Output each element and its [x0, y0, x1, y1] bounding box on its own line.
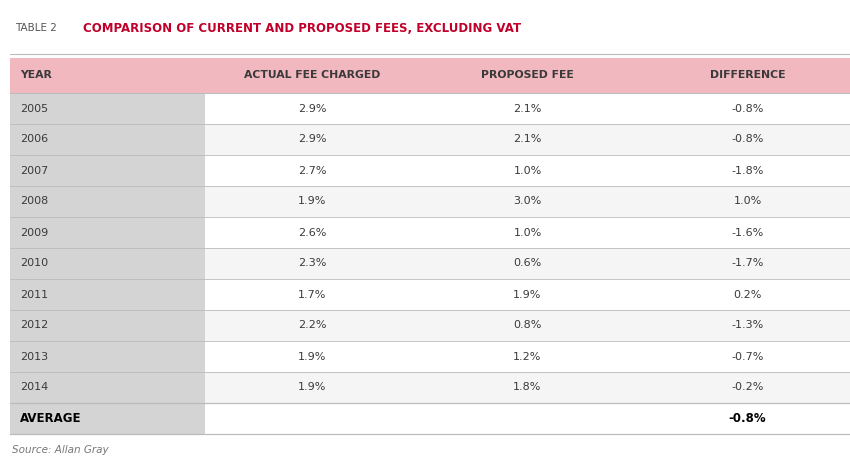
Text: 1.0%: 1.0%: [513, 228, 541, 238]
Bar: [635, 155, 850, 186]
Text: 2013: 2013: [20, 351, 48, 361]
Bar: [635, 403, 850, 434]
Text: 1.7%: 1.7%: [298, 289, 326, 299]
Bar: [420, 124, 635, 155]
Text: COMPARISON OF CURRENT AND PROPOSED FEES, EXCLUDING VAT: COMPARISON OF CURRENT AND PROPOSED FEES,…: [83, 21, 521, 34]
Text: 3.0%: 3.0%: [513, 197, 541, 207]
Bar: [420, 58, 635, 93]
Text: 2008: 2008: [20, 197, 48, 207]
Bar: [205, 403, 420, 434]
Text: 2.6%: 2.6%: [298, 228, 326, 238]
Bar: [205, 341, 420, 372]
Bar: [635, 186, 850, 217]
Text: PROPOSED FEE: PROPOSED FEE: [481, 70, 574, 80]
Bar: [10, 58, 205, 93]
Bar: [635, 124, 850, 155]
Bar: [10, 403, 205, 434]
Text: -0.2%: -0.2%: [731, 383, 763, 393]
Bar: [205, 186, 420, 217]
Bar: [420, 279, 635, 310]
Text: TABLE 2: TABLE 2: [15, 23, 57, 33]
Bar: [420, 93, 635, 124]
Text: 2.2%: 2.2%: [298, 320, 326, 330]
Bar: [205, 58, 420, 93]
Text: Source: Allan Gray: Source: Allan Gray: [12, 445, 109, 455]
Bar: [205, 155, 420, 186]
Bar: [420, 341, 635, 372]
Text: 2005: 2005: [20, 103, 48, 113]
Text: -0.8%: -0.8%: [731, 134, 763, 144]
Bar: [10, 155, 205, 186]
Bar: [10, 186, 205, 217]
Bar: [420, 372, 635, 403]
Bar: [10, 93, 205, 124]
Text: -1.8%: -1.8%: [731, 165, 763, 175]
Text: -1.7%: -1.7%: [731, 259, 763, 269]
Bar: [635, 310, 850, 341]
Bar: [205, 248, 420, 279]
Text: 2010: 2010: [20, 259, 48, 269]
Text: ACTUAL FEE CHARGED: ACTUAL FEE CHARGED: [244, 70, 381, 80]
Text: 2.9%: 2.9%: [298, 103, 326, 113]
Text: -0.8%: -0.8%: [731, 103, 763, 113]
Text: 1.9%: 1.9%: [298, 351, 326, 361]
Text: 1.0%: 1.0%: [513, 165, 541, 175]
Bar: [420, 310, 635, 341]
Text: 2.9%: 2.9%: [298, 134, 326, 144]
Bar: [635, 217, 850, 248]
Text: 2011: 2011: [20, 289, 48, 299]
Bar: [635, 341, 850, 372]
Text: 2.1%: 2.1%: [513, 134, 541, 144]
Text: 2014: 2014: [20, 383, 48, 393]
Text: 1.0%: 1.0%: [734, 197, 762, 207]
Bar: [205, 217, 420, 248]
Text: 2.7%: 2.7%: [298, 165, 326, 175]
Bar: [10, 217, 205, 248]
Bar: [10, 279, 205, 310]
Text: AVERAGE: AVERAGE: [20, 412, 82, 425]
Text: 2006: 2006: [20, 134, 48, 144]
Bar: [420, 186, 635, 217]
Text: 2007: 2007: [20, 165, 48, 175]
Bar: [635, 279, 850, 310]
Bar: [420, 217, 635, 248]
Text: 1.9%: 1.9%: [298, 383, 326, 393]
Bar: [10, 341, 205, 372]
Text: -0.7%: -0.7%: [731, 351, 763, 361]
Text: -1.6%: -1.6%: [731, 228, 763, 238]
Text: 1.8%: 1.8%: [513, 383, 541, 393]
Text: YEAR: YEAR: [20, 70, 52, 80]
Text: -1.3%: -1.3%: [731, 320, 763, 330]
Text: 0.6%: 0.6%: [513, 259, 541, 269]
Bar: [635, 248, 850, 279]
Bar: [205, 372, 420, 403]
Bar: [10, 310, 205, 341]
Text: 2.1%: 2.1%: [513, 103, 541, 113]
Bar: [205, 93, 420, 124]
Bar: [635, 93, 850, 124]
Bar: [635, 58, 850, 93]
Text: 2012: 2012: [20, 320, 48, 330]
Bar: [10, 124, 205, 155]
Text: 1.9%: 1.9%: [298, 197, 326, 207]
Text: 1.2%: 1.2%: [513, 351, 541, 361]
Bar: [205, 279, 420, 310]
Text: -0.8%: -0.8%: [728, 412, 767, 425]
Bar: [420, 155, 635, 186]
Bar: [10, 372, 205, 403]
Text: 0.8%: 0.8%: [513, 320, 541, 330]
Bar: [205, 124, 420, 155]
Bar: [205, 310, 420, 341]
Text: 0.2%: 0.2%: [734, 289, 762, 299]
Bar: [420, 403, 635, 434]
Bar: [420, 248, 635, 279]
Text: 1.9%: 1.9%: [513, 289, 541, 299]
Bar: [10, 248, 205, 279]
Text: 2.3%: 2.3%: [298, 259, 326, 269]
Text: DIFFERENCE: DIFFERENCE: [710, 70, 785, 80]
Text: 2009: 2009: [20, 228, 48, 238]
Bar: [635, 372, 850, 403]
